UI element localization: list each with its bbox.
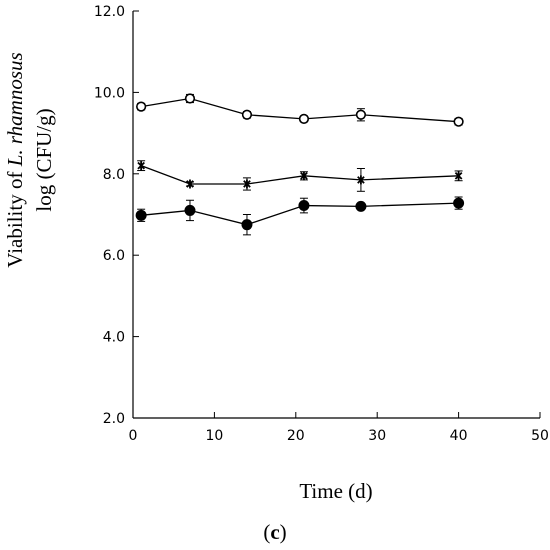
data-point (298, 200, 310, 212)
data-point (357, 175, 365, 185)
data-point (298, 113, 310, 124)
x-tick-label: 20 (287, 428, 305, 444)
ticks: 0 10 20 30 40 50 2.0 4.0 6.0 8.0 10.0 12.0 (94, 4, 549, 444)
y-tick-label: 10.0 (94, 85, 125, 101)
data-point (184, 93, 196, 104)
y-tick-label: 4.0 (103, 330, 125, 346)
axes (132, 11, 540, 419)
y-tick-label: 2.0 (103, 411, 125, 427)
data-point (241, 109, 253, 120)
y-tick-label: 12.0 (94, 4, 125, 20)
y-axis-title-species: L. rhamnosus (3, 52, 27, 167)
series (135, 93, 465, 236)
data-point (355, 200, 367, 212)
y-axis-title-line2: log (CFU/g) (32, 108, 56, 211)
x-axis-title: Time (d) (299, 479, 372, 503)
data-point (453, 116, 464, 127)
x-tick-label: 50 (531, 428, 549, 444)
data-point (241, 219, 253, 231)
data-point (243, 179, 251, 189)
series-line (140, 165, 459, 185)
panel-label: (c) (263, 520, 286, 544)
y-tick-label: 8.0 (103, 167, 125, 183)
x-tick-label: 0 (129, 428, 138, 444)
series-line (141, 202, 459, 226)
y-axis-title-prefix: Viability of (3, 166, 27, 267)
y-axis-title: Viability of L. rhamnosus log (CFU/g) (3, 52, 56, 267)
x-tick-label: 10 (205, 428, 223, 444)
y-axis-title-line1: Viability of L. rhamnosus (3, 52, 27, 267)
x-tick-label: 30 (368, 428, 386, 444)
series-filled-circle (135, 196, 465, 236)
data-point (355, 109, 367, 120)
series-asterisk (137, 160, 463, 192)
series-open-circle (136, 93, 464, 127)
data-point (135, 209, 147, 221)
x-tick-label: 40 (450, 428, 468, 444)
y-tick-label: 6.0 (103, 248, 125, 264)
data-point (454, 171, 463, 181)
data-point (453, 197, 465, 209)
data-point (186, 179, 194, 189)
data-point (300, 171, 308, 181)
data-point (184, 204, 196, 216)
data-point (137, 161, 145, 171)
series-line (141, 97, 459, 123)
data-point (136, 101, 147, 112)
